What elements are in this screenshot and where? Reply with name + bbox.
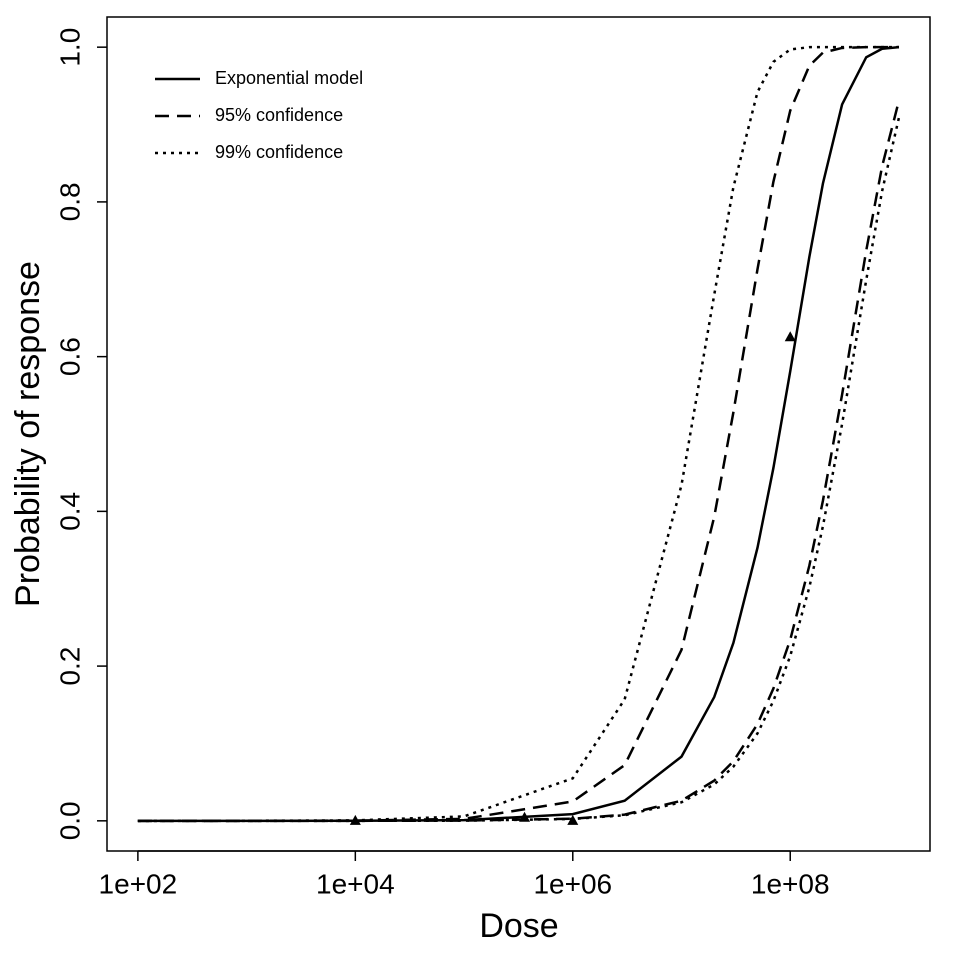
x-axis-title: Dose [479, 907, 558, 945]
x-tick-label: 1e+06 [533, 868, 612, 899]
curve [137, 45, 900, 823]
legend-label: 99% confidence [215, 142, 343, 162]
y-tick-label: 0.4 [54, 492, 85, 531]
legend-label: Exponential model [215, 68, 363, 88]
y-axis-title: Probability of response [9, 261, 47, 607]
data-point [784, 331, 796, 342]
y-tick-label: 0.8 [54, 182, 85, 221]
legend-label: 95% confidence [215, 105, 343, 125]
y-tick-label: 0.0 [54, 801, 85, 840]
x-tick-label: 1e+08 [751, 868, 830, 899]
data-point [567, 814, 579, 825]
curve [137, 117, 901, 823]
curve [137, 100, 901, 823]
y-tick-label: 1.0 [54, 28, 85, 67]
y-tick-label: 0.2 [54, 647, 85, 686]
y-tick-label: 0.6 [54, 337, 85, 376]
x-tick-label: 1e+04 [316, 868, 395, 899]
data-point [519, 811, 531, 822]
x-tick-label: 1e+02 [99, 868, 178, 899]
curve [137, 45, 899, 823]
curve [137, 45, 899, 823]
data-point [349, 814, 361, 825]
